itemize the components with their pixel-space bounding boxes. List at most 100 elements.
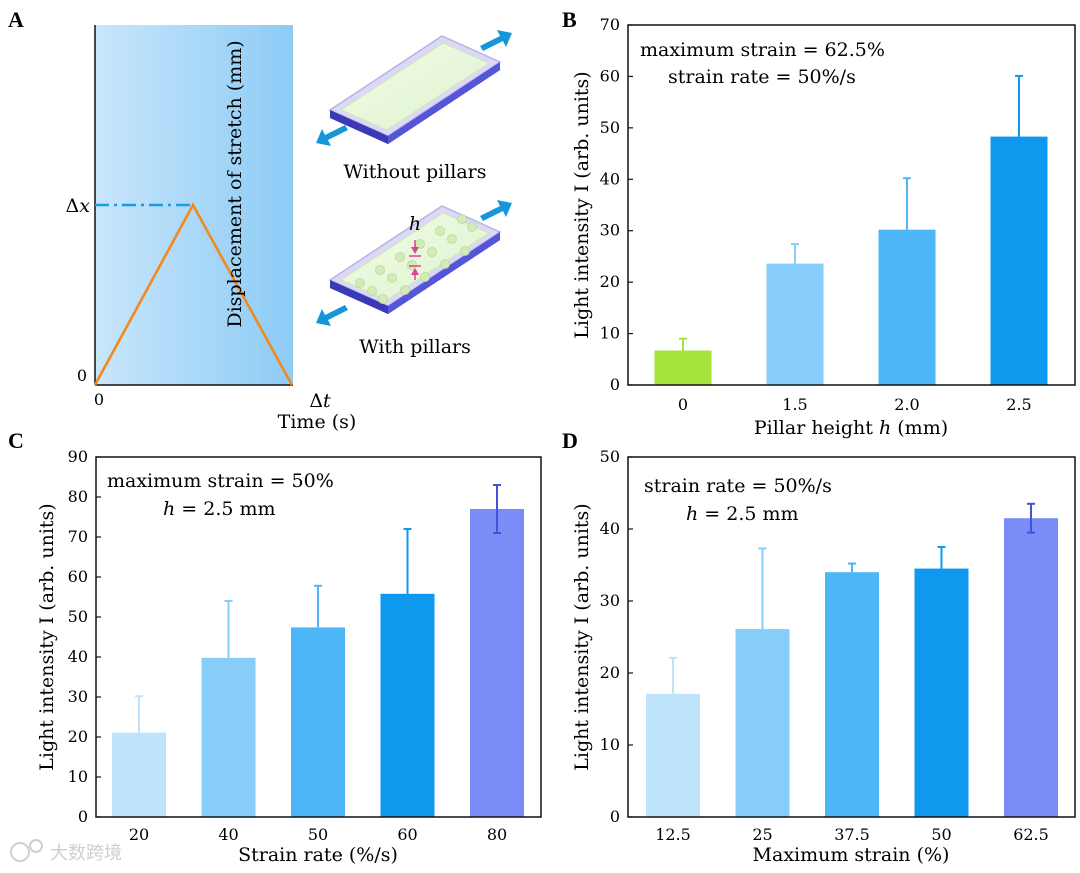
y-tick-label: 40 [600,519,620,538]
bar [201,657,256,817]
device-with-pillars-illustration [316,200,512,326]
watermark-text: 大数跨境 [50,843,122,864]
pillar-height-arrow-down-icon [411,247,419,254]
bar [766,263,824,385]
bar [654,350,712,385]
panel-a-delta-t-label: Δt [309,390,331,412]
condition-annotation-part: h [163,498,175,520]
y-tick-label: 0 [610,375,620,394]
delta-x-var: x [79,195,90,217]
watermark-logo-icon [10,842,30,862]
condition-annotation: maximum strain = 50% [107,470,334,492]
x-axis-title-part: Pillar height [754,417,879,439]
watermark: 大数跨境 [10,839,122,864]
y-tick-label: 50 [68,607,88,626]
x-tick-label: 25 [752,825,772,844]
x-tick-label: 80 [487,825,507,844]
condition-annotation-part: strain rate = 50%/s [668,66,856,88]
panel-b-chart: B 0 1.5 2.0 2.5 0 10 20 30 40 50 60 70 Light intensit… [562,7,1076,439]
bar [1004,518,1058,817]
pillar-array [355,214,477,304]
x-tick-label: 50 [308,825,328,844]
condition-annotation: h = 2.5 mm [163,498,276,520]
x-tick-label: 0 [678,395,688,414]
plot-frame [95,456,542,818]
x-tick-label: 2.5 [1006,395,1031,414]
x-tick-label: 60 [397,825,417,844]
y-tick-label: 80 [68,487,88,506]
x-tick-label: 1.5 [782,395,807,414]
delta-symbol: Δ [66,195,80,217]
condition-annotation: h = 2.5 mm [686,503,799,525]
condition-annotation-part: h [686,503,698,525]
y-axis-title: Light intensity I (arb. units) [571,503,593,770]
condition-annotation-part: maximum strain = 62.5% [640,39,885,61]
bar [112,732,166,817]
x-tick-label: 37.5 [834,825,870,844]
panel-a-xtick-zero: 0 [94,390,104,409]
stretch-arrow-left-icon [316,305,348,326]
y-tick-label: 40 [68,647,88,666]
condition-annotation-part: strain rate = 50%/s [644,475,832,497]
pillar-height-h-label: h [409,213,421,235]
condition-annotation: strain rate = 50%/s [644,475,832,497]
panel-a-ylabel: Displacement of stretch (mm) [224,40,246,327]
y-tick-label: 90 [68,447,88,466]
condition-annotation: maximum strain = 62.5% [640,39,885,61]
x-axis-title: Maximum strain (%) [753,844,950,866]
y-tick-label: 50 [600,447,620,466]
y-tick-label: 20 [600,272,620,291]
bar [878,229,936,385]
y-tick-label: 20 [68,727,88,746]
bar [380,593,435,817]
condition-annotation-part: = 2.5 mm [175,498,275,520]
bar [990,136,1048,385]
without-pillars-label: Without pillars [343,161,486,183]
panel-c-letter: C [8,428,24,453]
panel-a-ytick-zero: 0 [77,366,87,385]
bar [825,572,879,817]
y-tick-label: 20 [600,663,620,682]
bar [470,509,524,817]
panel-a-letter: A [8,7,24,32]
panel-a-xlabel: Time (s) [278,411,357,433]
x-tick-label: 12.5 [655,825,691,844]
y-tick-label: 70 [600,15,620,34]
y-tick-label: 30 [600,221,620,240]
stretch-arrow-left-icon [316,125,348,146]
plot-frame [627,456,1076,818]
x-tick-label: 2.0 [894,395,919,414]
y-tick-label: 50 [600,118,620,137]
x-tick-label: 50 [931,825,951,844]
x-axis-title-part: h [879,417,891,439]
condition-annotation: strain rate = 50%/s [668,66,856,88]
y-tick-label: 0 [610,807,620,826]
pillar-height-arrow-up-icon [411,268,419,275]
x-tick-label: 20 [129,825,149,844]
stretch-arrow-right-icon [480,30,512,51]
bar [646,693,700,817]
y-tick-label: 30 [68,687,88,706]
y-tick-label: 10 [600,735,620,754]
x-tick-label: 62.5 [1013,825,1049,844]
y-tick-label: 40 [600,169,620,188]
displacement-curve [93,202,294,386]
panel-d-chart: D 12.5 25 37.5 50 62.5 0 10 20 30 40 50 Light intens… [562,428,1076,866]
x-tick-label: 40 [218,825,238,844]
y-tick-label: 30 [600,591,620,610]
plot-frame [627,24,1076,386]
y-tick-label: 60 [68,567,88,586]
x-axis-title: Strain rate (%/s) [238,844,398,866]
x-axis-title: Pillar height h (mm) [754,417,948,439]
with-pillars-label: With pillars [359,336,471,358]
y-tick-label: 10 [68,767,88,786]
panel-c-chart: C 20 40 50 60 80 0 10 20 30 40 50 60 70 80 90 Light inte… [8,428,542,866]
stretch-arrow-right-icon [480,200,512,221]
panel-a: A Displacement of stretch (mm) 0 0 Δx Δt… [8,7,512,433]
condition-annotation-part: maximum strain = 50% [107,470,334,492]
panel-a-delta-x-label: Δx [66,195,91,217]
bar [914,568,969,817]
bar [291,627,345,817]
